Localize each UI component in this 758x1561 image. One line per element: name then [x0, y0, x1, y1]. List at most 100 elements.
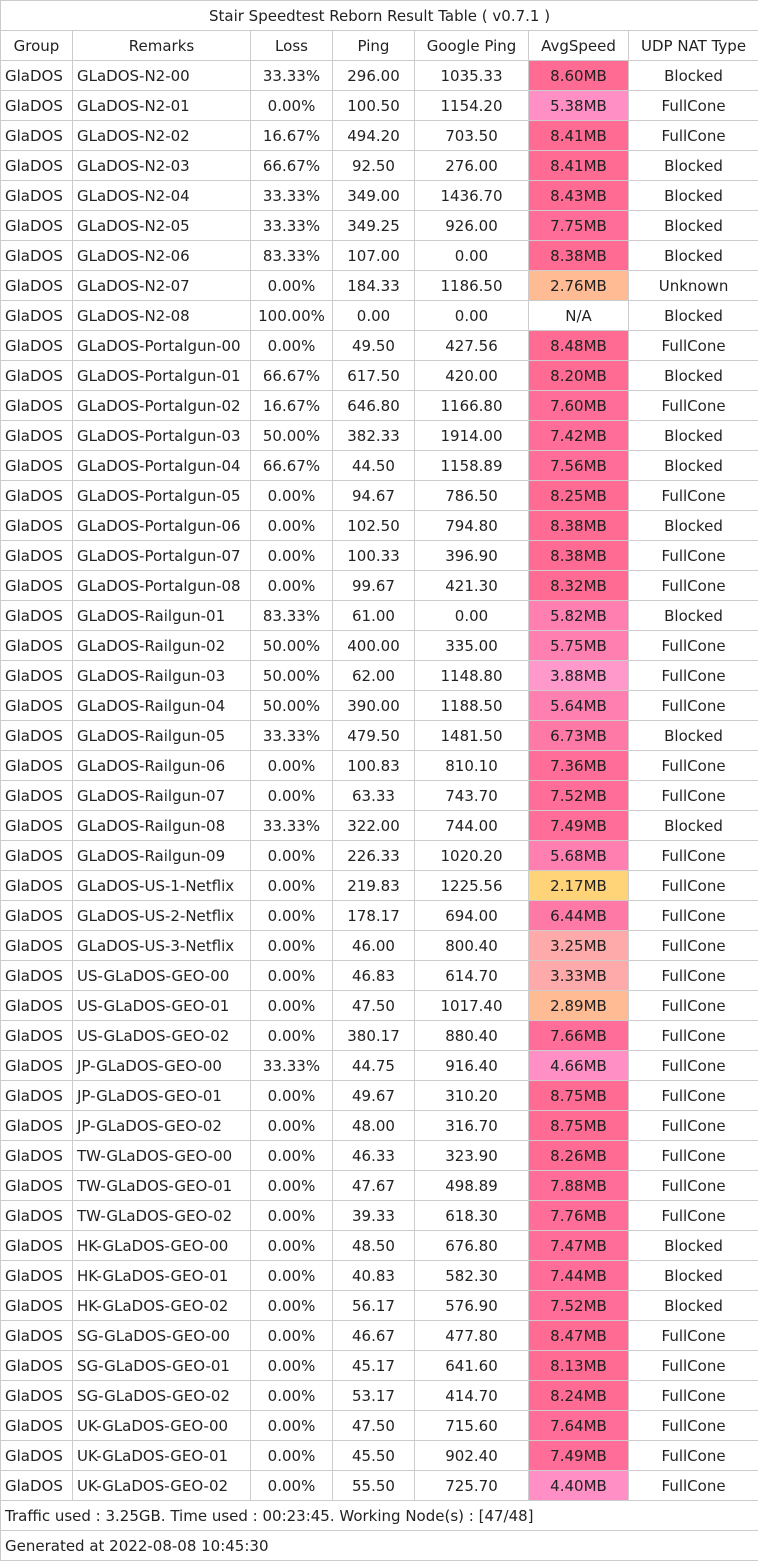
cell-google-ping: 810.10 [415, 751, 529, 781]
cell-google-ping: 725.70 [415, 1471, 529, 1501]
cell-loss: 0.00% [251, 1441, 333, 1471]
cell-ping: 48.00 [333, 1111, 415, 1141]
cell-group: GlaDOS [1, 841, 73, 871]
cell-loss: 0.00% [251, 271, 333, 301]
cell-udp-nat-type: FullCone [629, 931, 758, 961]
cell-avg-speed: 8.26MB [529, 1141, 629, 1171]
cell-remarks: HK-GLaDOS-GEO-00 [73, 1231, 251, 1261]
cell-avg-speed: 3.33MB [529, 961, 629, 991]
cell-avg-speed: 8.13MB [529, 1351, 629, 1381]
cell-google-ping: 582.30 [415, 1261, 529, 1291]
cell-remarks: GLaDOS-Railgun-04 [73, 691, 251, 721]
cell-google-ping: 276.00 [415, 151, 529, 181]
cell-remarks: GLaDOS-N2-05 [73, 211, 251, 241]
cell-loss: 0.00% [251, 541, 333, 571]
cell-ping: 44.50 [333, 451, 415, 481]
cell-loss: 0.00% [251, 961, 333, 991]
cell-ping: 47.67 [333, 1171, 415, 1201]
cell-ping: 55.50 [333, 1471, 415, 1501]
cell-avg-speed: 5.82MB [529, 601, 629, 631]
footer-row-traffic: Traffic used : 3.25GB. Time used : 00:23… [1, 1501, 758, 1531]
header-row: Group Remarks Loss Ping Google Ping AvgS… [1, 31, 758, 61]
cell-loss: 0.00% [251, 571, 333, 601]
cell-udp-nat-type: Blocked [629, 421, 758, 451]
cell-google-ping: 703.50 [415, 121, 529, 151]
cell-remarks: HK-GLaDOS-GEO-02 [73, 1291, 251, 1321]
cell-loss: 33.33% [251, 1051, 333, 1081]
cell-remarks: GLaDOS-N2-04 [73, 181, 251, 211]
cell-avg-speed: 8.75MB [529, 1081, 629, 1111]
cell-loss: 0.00% [251, 331, 333, 361]
cell-group: GlaDOS [1, 601, 73, 631]
cell-loss: 0.00% [251, 91, 333, 121]
cell-udp-nat-type: FullCone [629, 661, 758, 691]
cell-loss: 0.00% [251, 751, 333, 781]
cell-google-ping: 310.20 [415, 1081, 529, 1111]
cell-remarks: SG-GLaDOS-GEO-00 [73, 1321, 251, 1351]
cell-remarks: GLaDOS-Portalgun-08 [73, 571, 251, 601]
cell-udp-nat-type: Blocked [629, 181, 758, 211]
cell-remarks: GLaDOS-Portalgun-01 [73, 361, 251, 391]
cell-avg-speed: 7.75MB [529, 211, 629, 241]
cell-group: GlaDOS [1, 211, 73, 241]
cell-google-ping: 1166.80 [415, 391, 529, 421]
cell-udp-nat-type: FullCone [629, 991, 758, 1021]
cell-group: GlaDOS [1, 241, 73, 271]
cell-google-ping: 421.30 [415, 571, 529, 601]
cell-group: GlaDOS [1, 1051, 73, 1081]
cell-udp-nat-type: FullCone [629, 901, 758, 931]
cell-remarks: GLaDOS-Railgun-06 [73, 751, 251, 781]
cell-remarks: GLaDOS-US-1-Netflix [73, 871, 251, 901]
cell-ping: 646.80 [333, 391, 415, 421]
cell-google-ping: 743.70 [415, 781, 529, 811]
cell-group: GlaDOS [1, 1021, 73, 1051]
cell-ping: 46.67 [333, 1321, 415, 1351]
cell-avg-speed: 7.64MB [529, 1411, 629, 1441]
cell-avg-speed: 3.88MB [529, 661, 629, 691]
cell-loss: 33.33% [251, 811, 333, 841]
cell-ping: 184.33 [333, 271, 415, 301]
cell-google-ping: 744.00 [415, 811, 529, 841]
cell-ping: 47.50 [333, 991, 415, 1021]
cell-ping: 178.17 [333, 901, 415, 931]
cell-ping: 479.50 [333, 721, 415, 751]
cell-google-ping: 427.56 [415, 331, 529, 361]
cell-google-ping: 576.90 [415, 1291, 529, 1321]
cell-ping: 40.83 [333, 1261, 415, 1291]
cell-udp-nat-type: Blocked [629, 721, 758, 751]
cell-remarks: GLaDOS-N2-00 [73, 61, 251, 91]
cell-remarks: GLaDOS-Railgun-02 [73, 631, 251, 661]
cell-google-ping: 0.00 [415, 601, 529, 631]
cell-loss: 0.00% [251, 511, 333, 541]
cell-remarks: GLaDOS-Portalgun-07 [73, 541, 251, 571]
cell-loss: 0.00% [251, 1141, 333, 1171]
cell-loss: 0.00% [251, 1321, 333, 1351]
cell-loss: 16.67% [251, 121, 333, 151]
cell-google-ping: 902.40 [415, 1441, 529, 1471]
cell-remarks: GLaDOS-US-2-Netflix [73, 901, 251, 931]
cell-ping: 349.25 [333, 211, 415, 241]
cell-udp-nat-type: Blocked [629, 1261, 758, 1291]
cell-remarks: US-GLaDOS-GEO-01 [73, 991, 251, 1021]
cell-group: GlaDOS [1, 1261, 73, 1291]
cell-avg-speed: 8.32MB [529, 571, 629, 601]
cell-avg-speed: 4.40MB [529, 1471, 629, 1501]
cell-udp-nat-type: Blocked [629, 151, 758, 181]
cell-group: GlaDOS [1, 1321, 73, 1351]
cell-ping: 45.17 [333, 1351, 415, 1381]
cell-group: GlaDOS [1, 901, 73, 931]
cell-udp-nat-type: FullCone [629, 1141, 758, 1171]
cell-udp-nat-type: Blocked [629, 511, 758, 541]
